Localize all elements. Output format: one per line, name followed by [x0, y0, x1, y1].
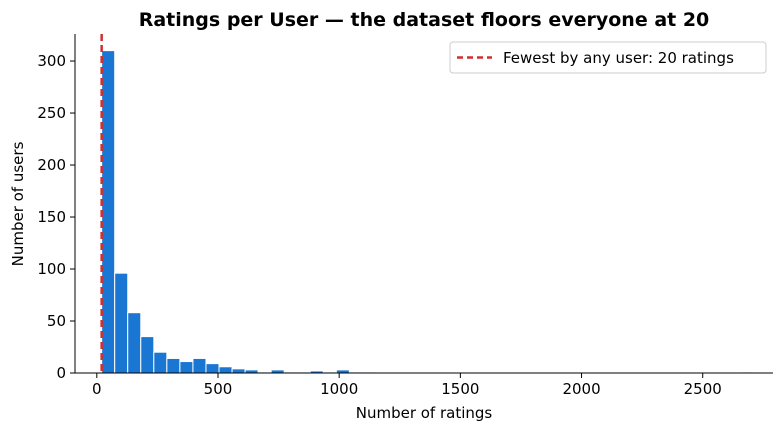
- histogram-bar: [166, 357, 181, 374]
- y-axis-label: Number of users: [9, 141, 27, 266]
- axes: [74, 34, 773, 374]
- histogram-bar: [179, 361, 194, 374]
- chart-title: Ratings per User — the dataset floors ev…: [139, 9, 710, 31]
- histogram-bar: [140, 336, 155, 374]
- x-ticks: 0 500 1000 1500 2000 2500: [92, 373, 722, 398]
- y-tick-label: 200: [37, 156, 66, 174]
- y-tick-label: 100: [37, 260, 66, 278]
- histogram-bar: [218, 366, 233, 374]
- histogram-bar: [192, 357, 207, 374]
- histogram-bars: [101, 50, 755, 374]
- x-tick-label: 0: [92, 380, 102, 398]
- legend-box: [449, 41, 767, 74]
- histogram-bar: [231, 368, 246, 374]
- y-tick-label: 300: [37, 52, 66, 70]
- x-tick-label: 2500: [684, 380, 722, 398]
- y-tick-label: 0: [56, 364, 66, 382]
- x-tick-label: 2000: [562, 380, 600, 398]
- x-tick-label: 1000: [320, 380, 358, 398]
- histogram-bar: [114, 272, 129, 374]
- histogram-bar: [127, 312, 142, 374]
- legend: Fewest by any user: 20 ratings: [449, 41, 767, 74]
- x-axis-label: Number of ratings: [356, 404, 493, 422]
- histogram-bar: [205, 363, 220, 374]
- legend-label: Fewest by any user: 20 ratings: [503, 49, 734, 67]
- histogram-bar: [101, 50, 116, 374]
- histogram-bar: [153, 351, 168, 374]
- x-tick-label: 500: [204, 380, 233, 398]
- y-tick-label: 50: [47, 312, 66, 330]
- y-tick-label: 250: [37, 104, 66, 122]
- y-ticks: 0 50 100 150 200 250 300: [37, 52, 75, 382]
- y-tick-label: 150: [37, 208, 66, 226]
- x-tick-label: 1500: [441, 380, 479, 398]
